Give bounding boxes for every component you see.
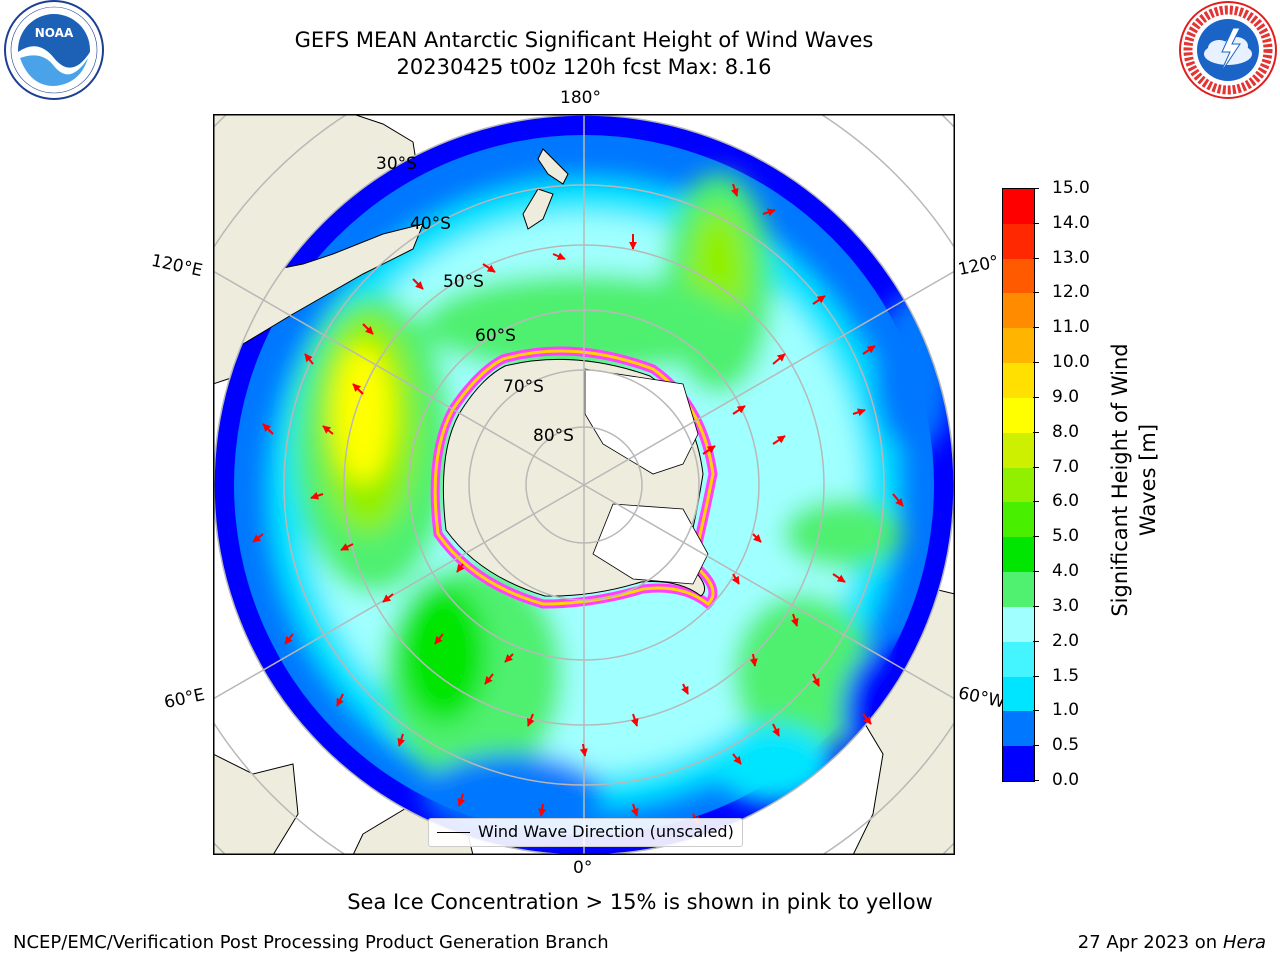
colorbar-tick-label: 1.5 bbox=[1052, 665, 1080, 686]
colorbar-segment bbox=[1003, 676, 1034, 712]
colorbar-label-line2: Waves [m] bbox=[1136, 423, 1160, 537]
colorbar-tick-mark bbox=[1033, 501, 1039, 503]
colorbar bbox=[1002, 188, 1035, 782]
lon-label-120e: 120°E bbox=[149, 250, 205, 282]
colorbar-tick-mark bbox=[1033, 675, 1039, 677]
colorbar-tick-label: 14.0 bbox=[1052, 212, 1090, 233]
colorbar-tick-mark bbox=[1033, 571, 1039, 573]
lat-label-60s: 60°S bbox=[475, 326, 516, 346]
colorbar-tick-mark bbox=[1033, 466, 1039, 468]
footer-host: Hera bbox=[1222, 932, 1266, 953]
wind-wave-arrows bbox=[252, 183, 904, 825]
lon-label-180: 180° bbox=[560, 88, 601, 108]
colorbar-segment bbox=[1003, 293, 1034, 329]
colorbar-segment bbox=[1003, 572, 1034, 607]
colorbar-tick-mark bbox=[1033, 536, 1039, 538]
lat-label-70s: 70°S bbox=[503, 377, 544, 397]
lon-label-60e: 60°E bbox=[162, 684, 207, 714]
colorbar-tick-label: 7.0 bbox=[1052, 456, 1080, 477]
colorbar-tick-label: 8.0 bbox=[1052, 421, 1080, 442]
colorbar-ticks: 15.0 14.0 13.0 12.0 11.0 10.0 9.0 8.0 7.0 6.0 5.0 4… bbox=[1033, 178, 1106, 790]
lat-label-30s: 30°S bbox=[376, 154, 417, 174]
colorbar-tick-label: 4.0 bbox=[1052, 561, 1080, 582]
colorbar-tick-label: 1.0 bbox=[1052, 700, 1080, 721]
colorbar-tick-mark bbox=[1033, 640, 1039, 642]
colorbar-segment bbox=[1003, 606, 1034, 642]
lat-label-80s: 80°S bbox=[533, 426, 574, 446]
noaa-logo: NOAA bbox=[2, 0, 106, 104]
colorbar-tick-label: 12.0 bbox=[1052, 282, 1090, 303]
lat-label-50s: 50°S bbox=[443, 272, 484, 292]
colorbar-tick-label: 0.5 bbox=[1052, 735, 1080, 756]
map-legend: Wind Wave Direction (unscaled) bbox=[428, 818, 743, 847]
colorbar-segment bbox=[1003, 711, 1034, 747]
colorbar-segment bbox=[1003, 537, 1034, 573]
colorbar-segment bbox=[1003, 746, 1034, 781]
colorbar-tick-mark bbox=[1033, 327, 1039, 329]
colorbar-tick-label: 13.0 bbox=[1052, 247, 1090, 268]
colorbar-tick-mark bbox=[1033, 188, 1039, 189]
colorbar-tick-label: 3.0 bbox=[1052, 595, 1080, 616]
map-frame bbox=[213, 114, 955, 855]
map-title: GEFS MEAN Antarctic Significant Height o… bbox=[294, 28, 874, 52]
colorbar-tick-mark bbox=[1033, 780, 1039, 781]
footer-right: 27 Apr 2023 on Hera bbox=[1078, 932, 1266, 953]
colorbar-segment bbox=[1003, 258, 1034, 294]
colorbar-segment bbox=[1003, 502, 1034, 538]
lon-label-120w: 120° bbox=[956, 251, 1001, 281]
colorbar-label-line1: Significant Height of Wind bbox=[1108, 343, 1132, 617]
colorbar-tick-label: 10.0 bbox=[1052, 352, 1090, 373]
colorbar-segment bbox=[1003, 188, 1034, 224]
colorbar-label: Significant Height of Wind Waves [m] bbox=[1106, 330, 1162, 630]
colorbar-tick-mark bbox=[1033, 222, 1039, 224]
colorbar-segment bbox=[1003, 432, 1034, 468]
colorbar-tick-mark bbox=[1033, 431, 1039, 433]
colorbar-tick-mark bbox=[1033, 362, 1039, 364]
nws-logo bbox=[1178, 0, 1278, 100]
legend-line-sample bbox=[437, 832, 470, 833]
colorbar-segment bbox=[1003, 363, 1034, 398]
colorbar-tick-label: 5.0 bbox=[1052, 526, 1080, 547]
colorbar-tick-label: 9.0 bbox=[1052, 386, 1080, 407]
colorbar-tick-mark bbox=[1033, 710, 1039, 712]
colorbar-segment bbox=[1003, 328, 1034, 364]
colorbar-tick-label: 6.0 bbox=[1052, 491, 1080, 512]
colorbar-tick-mark bbox=[1033, 292, 1039, 294]
colorbar-segment bbox=[1003, 467, 1034, 503]
colorbar-tick-mark bbox=[1033, 396, 1039, 398]
colorbar-segment bbox=[1003, 397, 1034, 433]
colorbar-tick-mark bbox=[1033, 605, 1039, 607]
lon-label-0: 0° bbox=[573, 858, 593, 878]
colorbar-tick-label: 0.0 bbox=[1052, 770, 1080, 790]
colorbar-tick-label: 15.0 bbox=[1052, 178, 1090, 198]
noaa-logo-text: NOAA bbox=[35, 26, 74, 40]
footer-left: NCEP/EMC/Verification Post Processing Pr… bbox=[13, 932, 609, 953]
lat-label-40s: 40°S bbox=[410, 214, 451, 234]
map-subtitle: 20230425 t00z 120h fcst Max: 8.16 bbox=[396, 55, 772, 79]
colorbar-segment bbox=[1003, 641, 1034, 677]
legend-text: Wind Wave Direction (unscaled) bbox=[478, 822, 734, 841]
colorbar-tick-mark bbox=[1033, 745, 1039, 747]
colorbar-tick-label: 11.0 bbox=[1052, 317, 1090, 338]
footer-date: 27 Apr 2023 on bbox=[1077, 932, 1223, 953]
colorbar-tick-label: 2.0 bbox=[1052, 630, 1080, 651]
sea-ice-note: Sea Ice Concentration > 15% is shown in … bbox=[347, 890, 933, 914]
lon-label-60w: 60°W bbox=[956, 683, 1007, 713]
polar-map: 30°S 40°S 50°S 60°S 70°S 80°S bbox=[213, 114, 955, 855]
colorbar-segment bbox=[1003, 223, 1034, 259]
colorbar-tick-mark bbox=[1033, 257, 1039, 259]
